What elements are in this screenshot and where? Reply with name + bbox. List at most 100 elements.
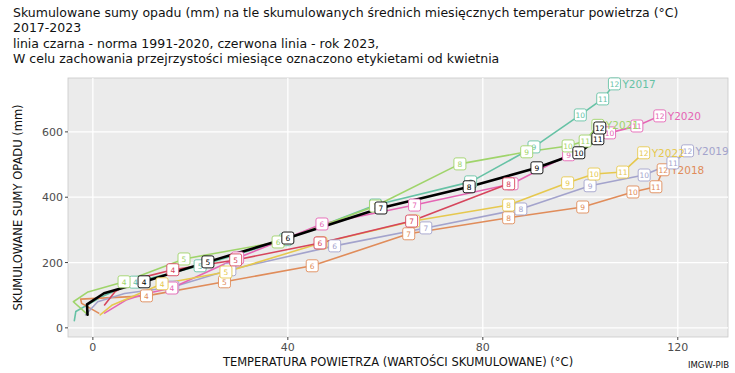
month-marker bbox=[118, 276, 130, 288]
series-end-label: Y2017 bbox=[621, 78, 655, 90]
grid bbox=[68, 78, 728, 337]
month-marker bbox=[167, 281, 179, 293]
month-label-text: 11 bbox=[668, 159, 678, 168]
month-label-text: 4 bbox=[169, 284, 174, 293]
month-label: 9 bbox=[531, 162, 543, 174]
month-label-text: 6 bbox=[285, 234, 290, 243]
month-marker bbox=[638, 147, 650, 159]
series-line bbox=[105, 184, 509, 305]
month-label-text: 8 bbox=[458, 160, 463, 169]
month-label-text: 10 bbox=[576, 111, 586, 120]
month-label: 11 bbox=[592, 133, 604, 145]
y-tick bbox=[65, 197, 68, 198]
month-label-text: 8 bbox=[506, 180, 511, 189]
month-label: 9 bbox=[521, 146, 533, 158]
y-grid-line bbox=[68, 327, 728, 328]
month-label: 10 bbox=[574, 109, 586, 121]
month-marker bbox=[409, 199, 421, 211]
month-marker bbox=[230, 254, 242, 266]
month-marker bbox=[202, 256, 214, 268]
month-marker bbox=[503, 212, 515, 224]
month-marker bbox=[156, 278, 168, 290]
month-label: 8 bbox=[503, 212, 515, 224]
month-marker bbox=[329, 240, 341, 252]
month-marker bbox=[574, 109, 586, 121]
x-tick-label: 40 bbox=[281, 341, 295, 354]
month-label-text: 4 bbox=[144, 292, 149, 301]
month-label-text: 7 bbox=[406, 230, 411, 239]
month-label: 5 bbox=[230, 254, 242, 266]
month-label-text: 12 bbox=[595, 124, 605, 133]
month-marker bbox=[220, 266, 232, 278]
month-marker bbox=[573, 147, 585, 159]
month-marker bbox=[375, 202, 387, 214]
y-tick-label: 600 bbox=[42, 126, 63, 139]
month-label-text: 5 bbox=[222, 278, 227, 287]
month-label: 6 bbox=[316, 218, 328, 230]
month-label: 8 bbox=[503, 178, 515, 190]
month-marker bbox=[608, 78, 620, 90]
month-label: 11 bbox=[597, 93, 609, 105]
month-marker bbox=[584, 180, 596, 192]
month-label-text: 10 bbox=[589, 170, 599, 179]
month-label-text: 12 bbox=[610, 80, 620, 89]
month-marker bbox=[515, 203, 527, 215]
month-label: 6 bbox=[282, 232, 294, 244]
series-lines bbox=[73, 84, 687, 321]
month-marker bbox=[315, 237, 327, 249]
month-marker bbox=[138, 276, 150, 288]
month-label: 9 bbox=[562, 177, 574, 189]
month-marker bbox=[654, 110, 666, 122]
month-marker bbox=[562, 140, 574, 152]
month-label-text: 8 bbox=[518, 205, 523, 214]
month-label: 10 bbox=[562, 140, 574, 152]
month-label-text: 4 bbox=[160, 280, 165, 289]
x-tick-label: 0 bbox=[89, 341, 96, 354]
month-label: 5 bbox=[202, 256, 214, 268]
series-end-label: Y2022 bbox=[651, 147, 685, 159]
x-grid-line bbox=[482, 78, 483, 337]
month-marker bbox=[650, 181, 662, 193]
month-marker bbox=[314, 237, 326, 249]
plot-panel bbox=[68, 78, 728, 337]
month-marker bbox=[531, 162, 543, 174]
month-label: 4 bbox=[156, 278, 168, 290]
series-line bbox=[73, 125, 597, 314]
month-label-text: 7 bbox=[409, 217, 414, 226]
month-label: 7 bbox=[420, 222, 432, 234]
month-label-text: 12 bbox=[639, 149, 649, 158]
x-tick bbox=[482, 337, 483, 340]
month-marker bbox=[638, 169, 650, 181]
subtitle: linia czarna - norma 1991-2020, czerwona… bbox=[13, 36, 379, 51]
source: IMGW-PIB bbox=[688, 360, 729, 370]
month-label-text: 10 bbox=[574, 149, 584, 158]
month-label: 7 bbox=[406, 215, 418, 227]
month-marker bbox=[579, 135, 591, 147]
month-label: 7 bbox=[375, 202, 387, 214]
series-line bbox=[105, 116, 660, 313]
month-label-text: 6 bbox=[318, 239, 323, 248]
month-label-text: 10 bbox=[628, 188, 638, 197]
month-label-text: 5 bbox=[233, 256, 238, 265]
y-grid-line bbox=[68, 131, 728, 132]
month-marker bbox=[594, 122, 606, 134]
month-label-text: 4 bbox=[133, 278, 138, 287]
month-marker bbox=[597, 93, 609, 105]
month-label-text: 4 bbox=[142, 278, 147, 287]
month-label: 4 bbox=[118, 276, 130, 288]
series-line bbox=[74, 84, 614, 321]
month-marker bbox=[463, 181, 475, 193]
month-label-text: 11 bbox=[580, 137, 590, 146]
month-label: 10 bbox=[627, 186, 639, 198]
month-label: 12 bbox=[608, 78, 620, 90]
title: Skumulowane sumy opadu (mm) na tle skumu… bbox=[13, 5, 678, 20]
month-marker bbox=[178, 253, 190, 265]
series-end-label: Y2019 bbox=[695, 145, 729, 157]
month-marker bbox=[592, 133, 604, 145]
month-label-text: 6 bbox=[310, 262, 315, 271]
month-label-text: 12 bbox=[655, 112, 665, 121]
point-labels: 456789101112Y2017456789101112Y2018456789… bbox=[118, 78, 729, 302]
month-label: 8 bbox=[503, 199, 515, 211]
month-label: 5 bbox=[220, 266, 232, 278]
month-label-text: 11 bbox=[593, 135, 603, 144]
